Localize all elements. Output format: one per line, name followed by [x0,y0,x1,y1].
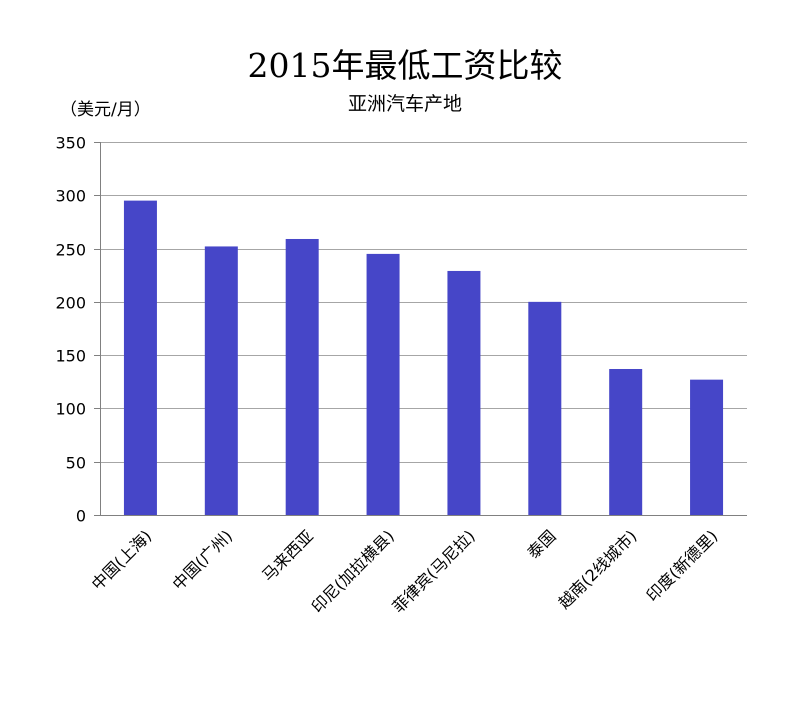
y-tick-label: 350 [55,134,86,153]
bars [123,200,724,516]
bar [690,379,724,515]
bar [123,200,157,515]
axes [94,142,747,516]
x-tick-label: 中国(上海) [88,526,156,594]
y-tick-label: 50 [66,454,86,473]
bar [204,246,238,515]
bar [609,368,643,515]
y-tick-labels: 0 50 100 150 200 250 300 350 [55,134,86,526]
bar [366,253,400,515]
x-tick-label: 越南(2线城市) [554,526,640,612]
y-tick-label: 300 [55,187,86,206]
bar [447,270,481,515]
x-tick-label: 印尼(加拉横县) [308,526,398,616]
chart-subtitle: 亚洲汽车产地 [347,93,462,115]
y-tick-label: 200 [55,294,86,313]
x-tick-label: 中国(广州) [169,526,237,594]
x-tick-label: 泰国 [524,526,560,562]
y-axis-unit-label: （美元/月） [60,100,151,120]
x-tick-label: 菲律宾(马尼拉) [389,526,479,616]
y-tick-label: 100 [55,400,86,419]
chart-title: 2015年最低工资比较 [247,46,563,85]
y-tick-label: 0 [76,507,86,526]
bar [285,238,319,516]
bar [528,301,562,515]
x-tick-label: 马来西亚 [258,526,317,585]
y-tick-label: 250 [55,241,86,260]
x-tick-label: 印度(新德里) [643,526,722,605]
gridlines [100,142,747,463]
y-tick-label: 150 [55,347,86,366]
